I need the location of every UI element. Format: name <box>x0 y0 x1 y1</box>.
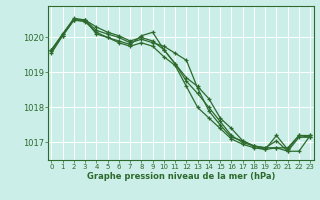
X-axis label: Graphe pression niveau de la mer (hPa): Graphe pression niveau de la mer (hPa) <box>87 172 275 181</box>
